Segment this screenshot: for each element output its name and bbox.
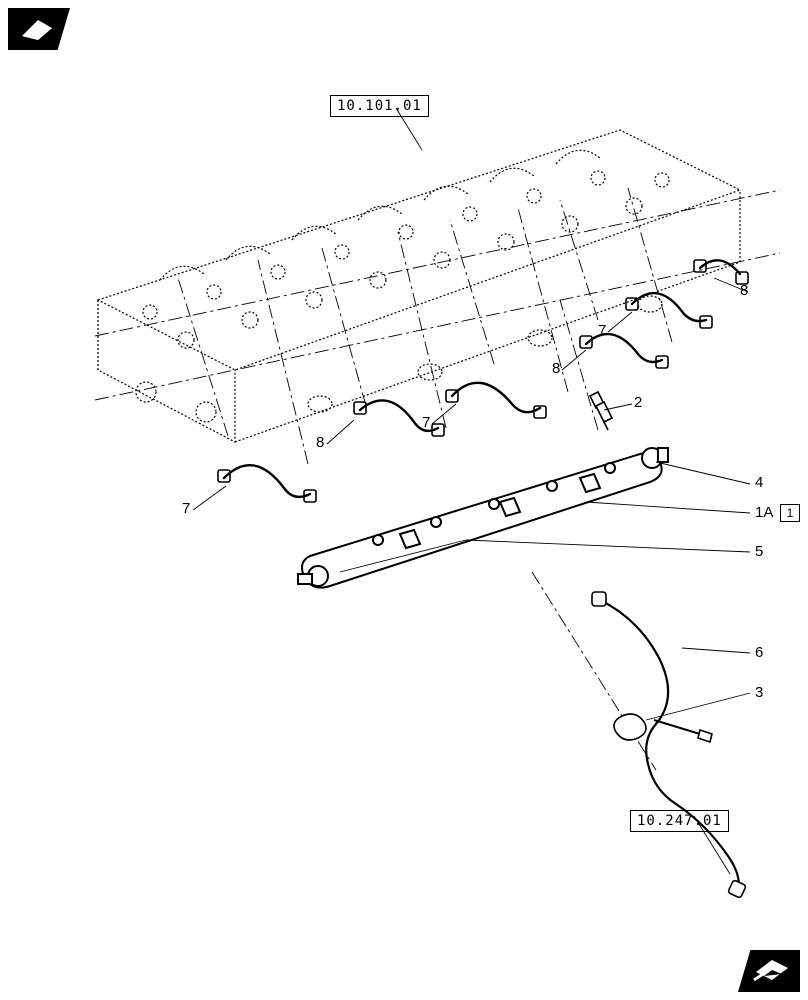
diagram-drawing bbox=[0, 0, 808, 1000]
part-2-fitting bbox=[590, 392, 612, 430]
callout-8a: 8 bbox=[316, 434, 324, 451]
page-icon-top-left bbox=[8, 8, 70, 50]
leader-lines bbox=[193, 108, 750, 874]
callout-8b: 8 bbox=[552, 360, 560, 377]
cylinder-head-outline bbox=[98, 130, 740, 442]
clamp-bolt bbox=[614, 714, 712, 742]
callout-8c: 8 bbox=[740, 282, 748, 299]
injector-lines bbox=[218, 260, 748, 502]
callout-2: 2 bbox=[634, 394, 642, 411]
common-rail bbox=[298, 448, 668, 588]
callout-5: 5 bbox=[755, 543, 763, 560]
callout-3: 3 bbox=[755, 684, 763, 701]
callout-1a: 1A bbox=[755, 504, 773, 521]
ref-box-top: 10.101.01 bbox=[330, 95, 429, 117]
callout-7b: 7 bbox=[422, 414, 430, 431]
page-icon-bottom-right bbox=[738, 950, 800, 992]
callout-7a: 7 bbox=[182, 500, 190, 517]
assembly-note-box: 1 bbox=[780, 504, 800, 522]
supply-pipe bbox=[592, 592, 746, 898]
callout-4: 4 bbox=[755, 474, 763, 491]
callout-7c: 7 bbox=[598, 322, 606, 339]
ref-box-bottom: 10.247.01 bbox=[630, 810, 729, 832]
center-lines bbox=[95, 188, 780, 770]
callout-6: 6 bbox=[755, 644, 763, 661]
